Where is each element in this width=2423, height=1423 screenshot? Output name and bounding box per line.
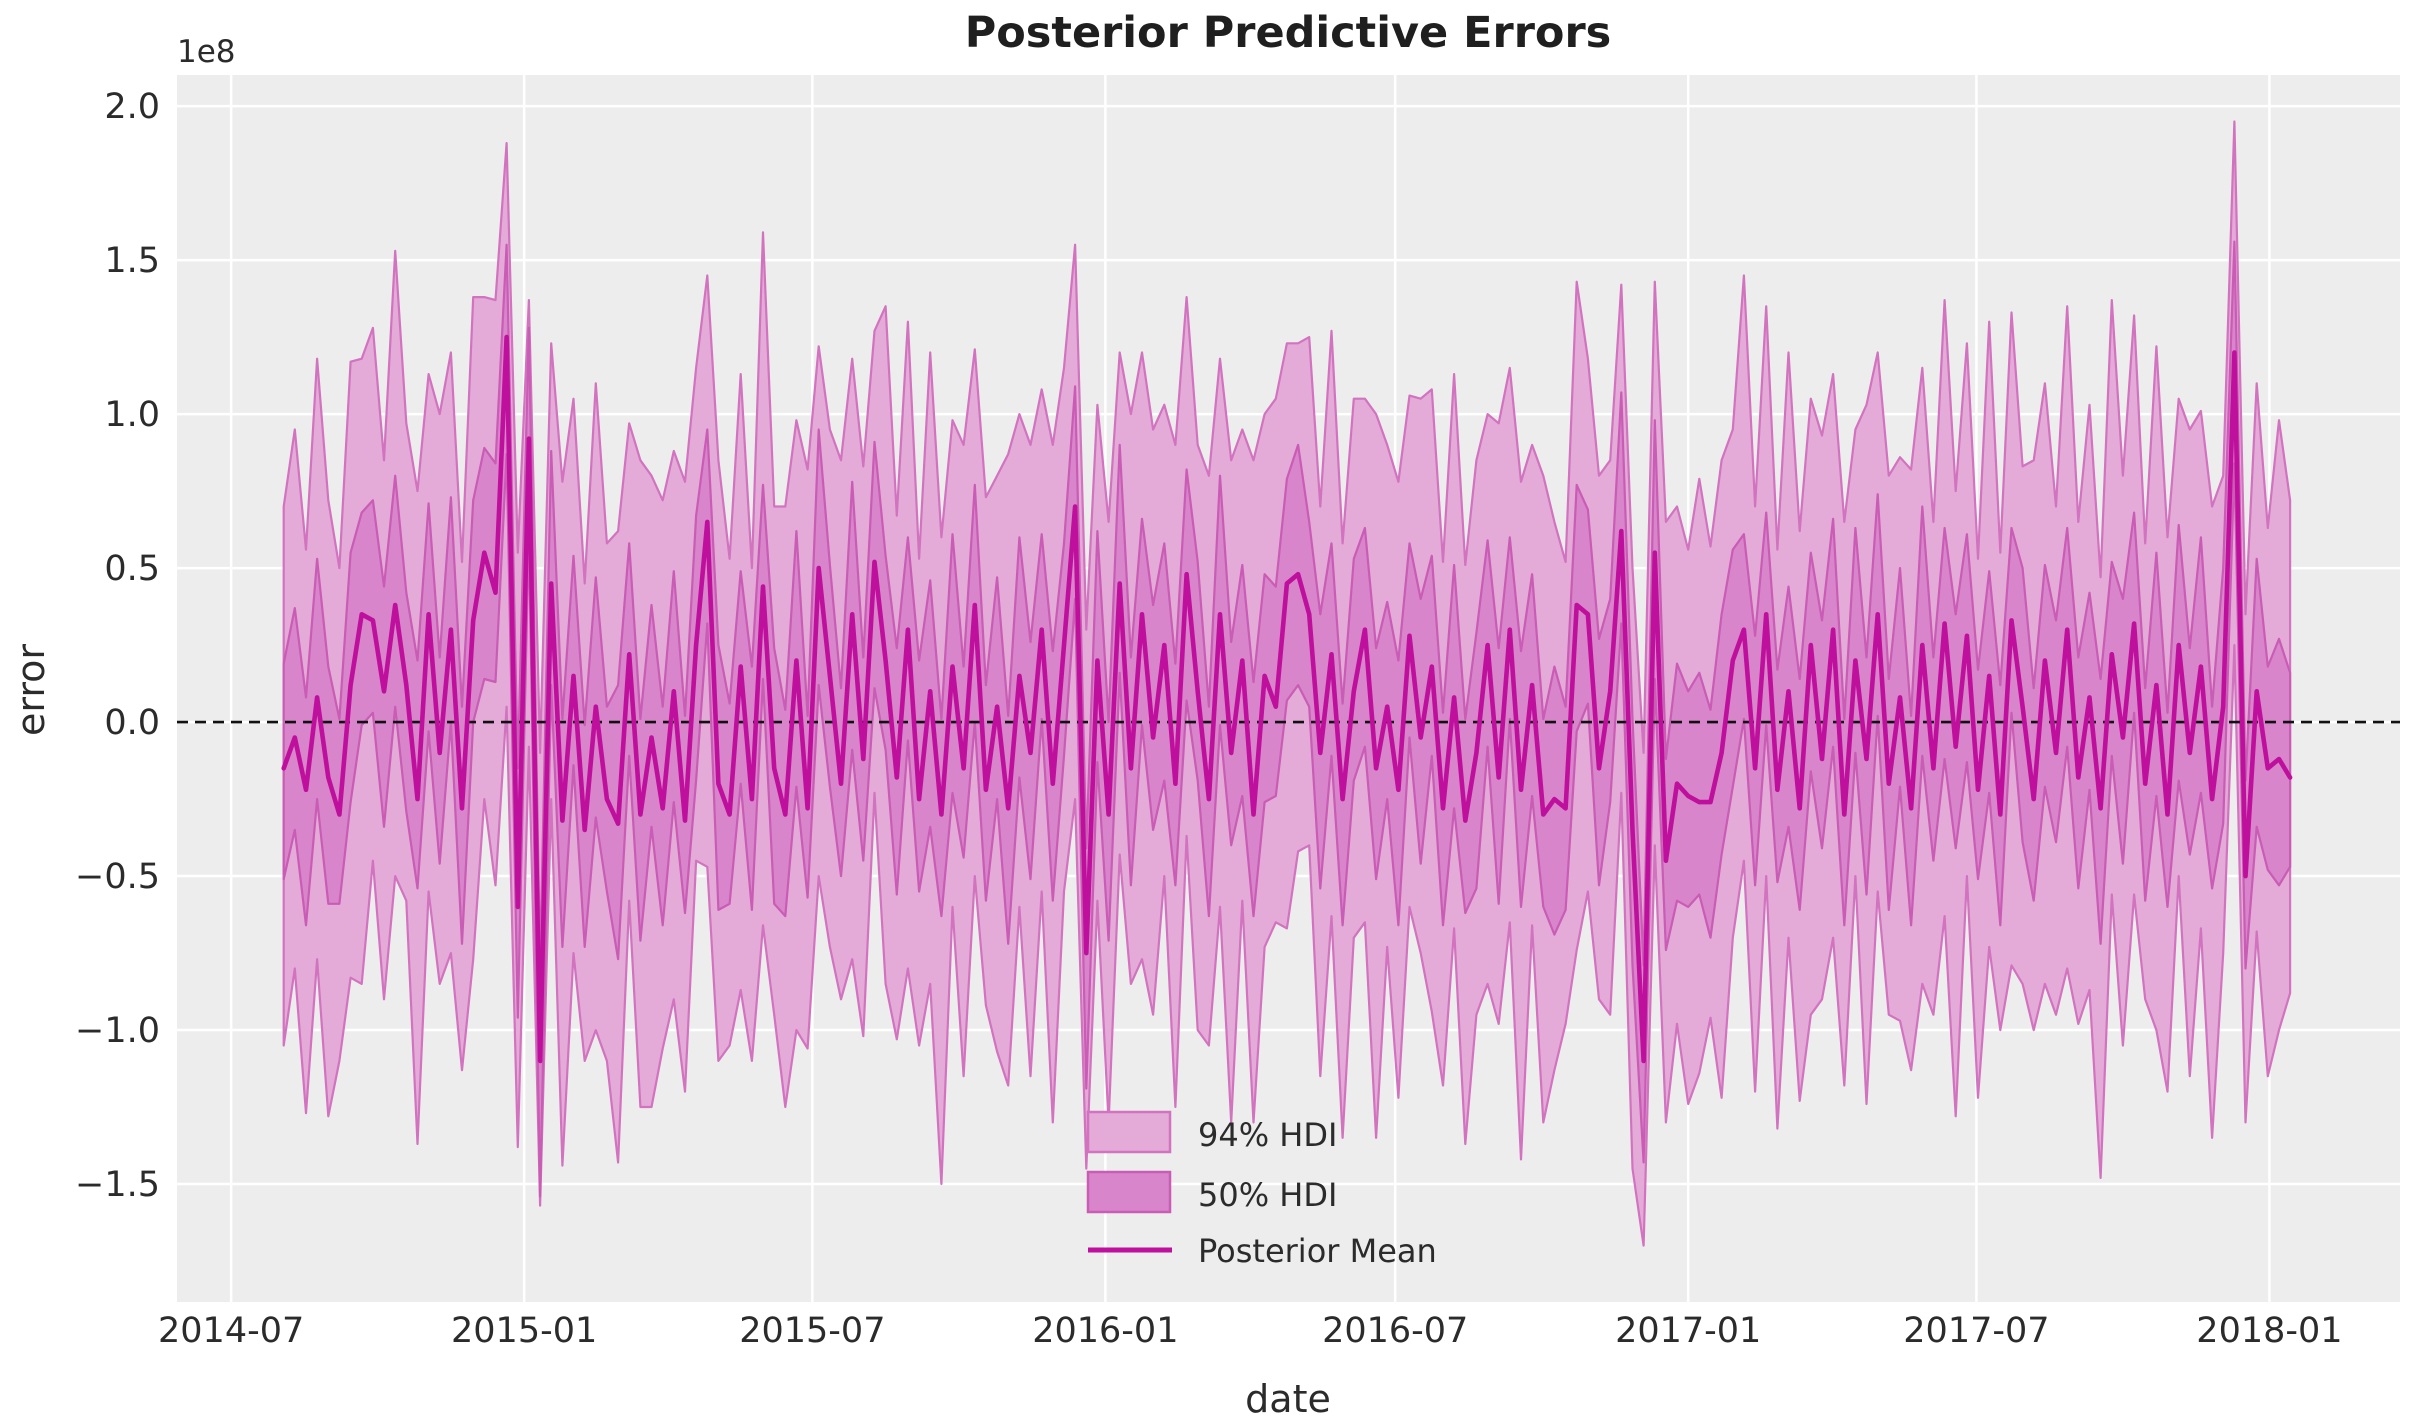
tick-label-layer: 2014-07 2015-01 2015-07 2016-01 2016-07 2017-… — [75, 87, 2343, 1351]
legend-label-posterior-mean: Posterior Mean — [1198, 1232, 1437, 1270]
x-tick-label: 2015-01 — [451, 1311, 597, 1351]
y-tick-label: −0.5 — [75, 857, 160, 897]
posterior-mean-line-layer — [281, 334, 2293, 1064]
y-tick-label: 0.0 — [104, 703, 160, 743]
legend-label-94-hdi: 94% HDI — [1198, 1116, 1337, 1154]
legend-swatch-94-hdi — [1086, 1110, 1172, 1154]
chart-title: Posterior Predictive Errors — [965, 8, 1612, 58]
x-tick-label: 2016-07 — [1322, 1311, 1468, 1351]
y-tick-label: −1.0 — [75, 1011, 160, 1051]
x-tick-label: 2017-07 — [1903, 1311, 2049, 1351]
y-axis-label: error — [9, 644, 53, 736]
y-tick-label: 0.5 — [104, 549, 160, 589]
x-tick-label: 2018-01 — [2196, 1311, 2342, 1351]
x-tick-label: 2017-01 — [1615, 1311, 1761, 1351]
y-tick-label: 1.5 — [104, 241, 160, 281]
y-axis-offset-label: 1e8 — [177, 34, 236, 70]
x-tick-label: 2016-01 — [1032, 1311, 1178, 1351]
hdi-band-layer — [282, 120, 2292, 1247]
x-tick-label: 2014-07 — [158, 1311, 304, 1351]
y-tick-label: 1.0 — [104, 395, 160, 435]
x-axis-label: date — [1245, 1377, 1331, 1421]
legend-label-50-hdi: 50% HDI — [1198, 1176, 1337, 1214]
legend: 94% HDI 50% HDI Posterior Mean — [1086, 1110, 1437, 1270]
y-tick-label: 2.0 — [104, 87, 160, 127]
y-tick-label: −1.5 — [75, 1165, 160, 1205]
posterior-mean-line — [281, 334, 2293, 1064]
hdi50-band — [282, 240, 2292, 1198]
x-tick-label: 2015-07 — [739, 1311, 885, 1351]
legend-swatch-50-hdi — [1086, 1170, 1172, 1214]
